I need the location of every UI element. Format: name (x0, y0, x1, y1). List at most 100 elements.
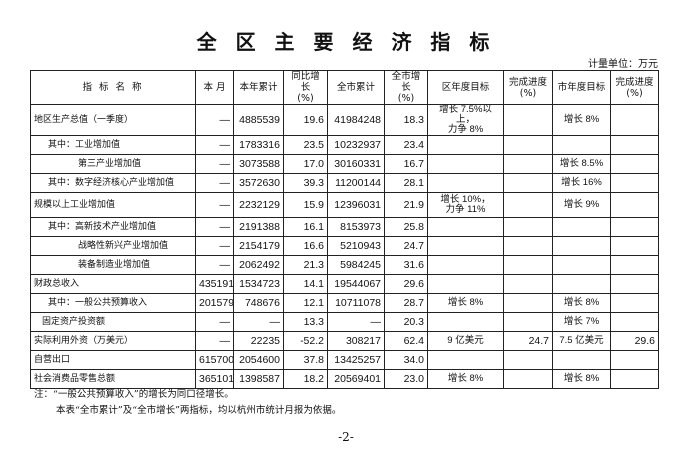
row-label: 财政总收入 (30, 274, 196, 294)
cell: 增长 8% (427, 293, 504, 313)
cell: — (195, 217, 234, 237)
cell (503, 154, 553, 174)
cell: 17.0 (283, 154, 328, 174)
cell: 5984245 (327, 255, 385, 275)
cell (503, 293, 553, 313)
cell: — (327, 312, 385, 332)
cell (610, 104, 659, 136)
table-row: 自营出口 615700 2054600 37.8 13425257 34.0 (30, 350, 659, 370)
column-header: 全市增长 (%) (384, 70, 428, 105)
cell: 增长 9% (552, 192, 611, 218)
cell: 4885539 (233, 104, 284, 136)
row-label: 地区生产总值（一季度） (30, 104, 196, 136)
cell (610, 217, 659, 237)
cell (610, 192, 659, 218)
cell: — (195, 331, 234, 351)
cell (503, 135, 553, 155)
cell (610, 154, 659, 174)
table-row: 其中：高新技术产业增加值 —2191388 16.1 8153973 25.8 (30, 217, 659, 237)
page-number: -2- (338, 430, 354, 444)
cell: 23.5 (283, 135, 328, 155)
table-row: 固定资产投资额 — —13.3—20.3 增长 7% (30, 312, 659, 332)
cell: 14.1 (283, 274, 328, 294)
cell: 615700 (195, 350, 234, 370)
cell (427, 255, 504, 275)
table-row: 实际利用外资（万美元） —22235 -52.2 308217 62.4 9 亿美元 24.… (30, 331, 659, 351)
cell: 增长 10%， 力争 11% (427, 192, 504, 218)
cell (503, 192, 553, 218)
cell (503, 369, 553, 389)
cell (503, 312, 553, 332)
cell: 2054600 (233, 350, 284, 370)
note: 本表“全市累计”及“全市增长”两指标，均以杭州市统计月报为依据。 (56, 405, 342, 416)
cell: 16.1 (283, 217, 328, 237)
cell: 28.7 (384, 293, 428, 313)
row-label: 其中：工业增加值 (30, 135, 196, 155)
title: 全 区 主 要 经 济 指 标 (196, 30, 496, 54)
cell: 22235 (233, 331, 284, 351)
cell: 23.0 (384, 369, 428, 389)
cell: 10711078 (327, 293, 385, 313)
cell: 增长 7% (552, 312, 611, 332)
cell: 30160331 (327, 154, 385, 174)
cell: 10232937 (327, 135, 385, 155)
cell (610, 236, 659, 256)
row-label: 社会消费品零售总额 (30, 369, 196, 389)
cell (427, 135, 504, 155)
row-label: 规模以上工业增加值 (30, 192, 196, 218)
cell: 31.6 (384, 255, 428, 275)
cell (610, 369, 659, 389)
table-row: 其中：工业增加值 —1783316 23.5 10232937 23.4 (30, 135, 659, 155)
cell: 24.7 (503, 331, 553, 351)
cell: 365101 (195, 369, 234, 389)
cell: 9 亿美元 (427, 331, 504, 351)
table-row: 战略性新兴产业增加值 —2154179 16.6 5210943 24.7 (30, 236, 659, 256)
row-label: 其中：数字经济核心产业增加值 (30, 173, 196, 193)
row-label: 固定资产投资额 (30, 312, 196, 332)
cell: — (195, 154, 234, 174)
row-label: 自营出口 (30, 350, 196, 370)
row-label: 战略性新兴产业增加值 (30, 236, 196, 256)
cell (610, 274, 659, 294)
cell (503, 217, 553, 237)
cell: 7.5 亿美元 (552, 331, 611, 351)
cell: 13.3 (283, 312, 328, 332)
cell: 1534723 (233, 274, 284, 294)
cell: 23.4 (384, 135, 428, 155)
cell: 2154179 (233, 236, 284, 256)
note: 注：“一般公共预算收入”的增长为同口径增长。 (34, 389, 234, 400)
cell: 12.1 (283, 293, 328, 313)
cell (552, 217, 611, 237)
indicator-table: 指 标 名 称本 月本年累计 同比增长 (%) 全市累计 全市增长 (%) 区年度目标完… (30, 70, 659, 389)
cell: 3572630 (233, 173, 284, 193)
table-row: 地区生产总值（一季度） —4885539 19.6 41984248 18.3 增长 7.… (30, 104, 659, 136)
header-row: 指 标 名 称本 月本年累计 同比增长 (%) 全市累计 全市增长 (%) 区年度目标完… (30, 70, 659, 105)
cell: 308217 (327, 331, 385, 351)
row-label: 其中：高新技术产业增加值 (30, 217, 196, 237)
cell (503, 274, 553, 294)
cell (503, 255, 553, 275)
cell: 增长 8% (427, 369, 504, 389)
column-header: 全市累计 (327, 70, 385, 105)
cell (610, 135, 659, 155)
cell: 增长 8% (552, 104, 611, 136)
cell: 62.4 (384, 331, 428, 351)
cell: — (195, 104, 234, 136)
cell: 增长 16% (552, 173, 611, 193)
cell (610, 173, 659, 193)
cell: 435191 (195, 274, 234, 294)
cell: 34.0 (384, 350, 428, 370)
cell: 19.6 (283, 104, 328, 136)
cell: 15.9 (283, 192, 328, 218)
cell: 18.2 (283, 369, 328, 389)
cell: — (195, 173, 234, 193)
cell (610, 350, 659, 370)
cell: 19544067 (327, 274, 385, 294)
cell: 增长 7.5%以上， 力争 8% (427, 104, 504, 136)
cell: 1398587 (233, 369, 284, 389)
cell: 748676 (233, 293, 284, 313)
row-label: 第三产业增加值 (30, 154, 196, 174)
cell: 2232129 (233, 192, 284, 218)
cell: 20.3 (384, 312, 428, 332)
